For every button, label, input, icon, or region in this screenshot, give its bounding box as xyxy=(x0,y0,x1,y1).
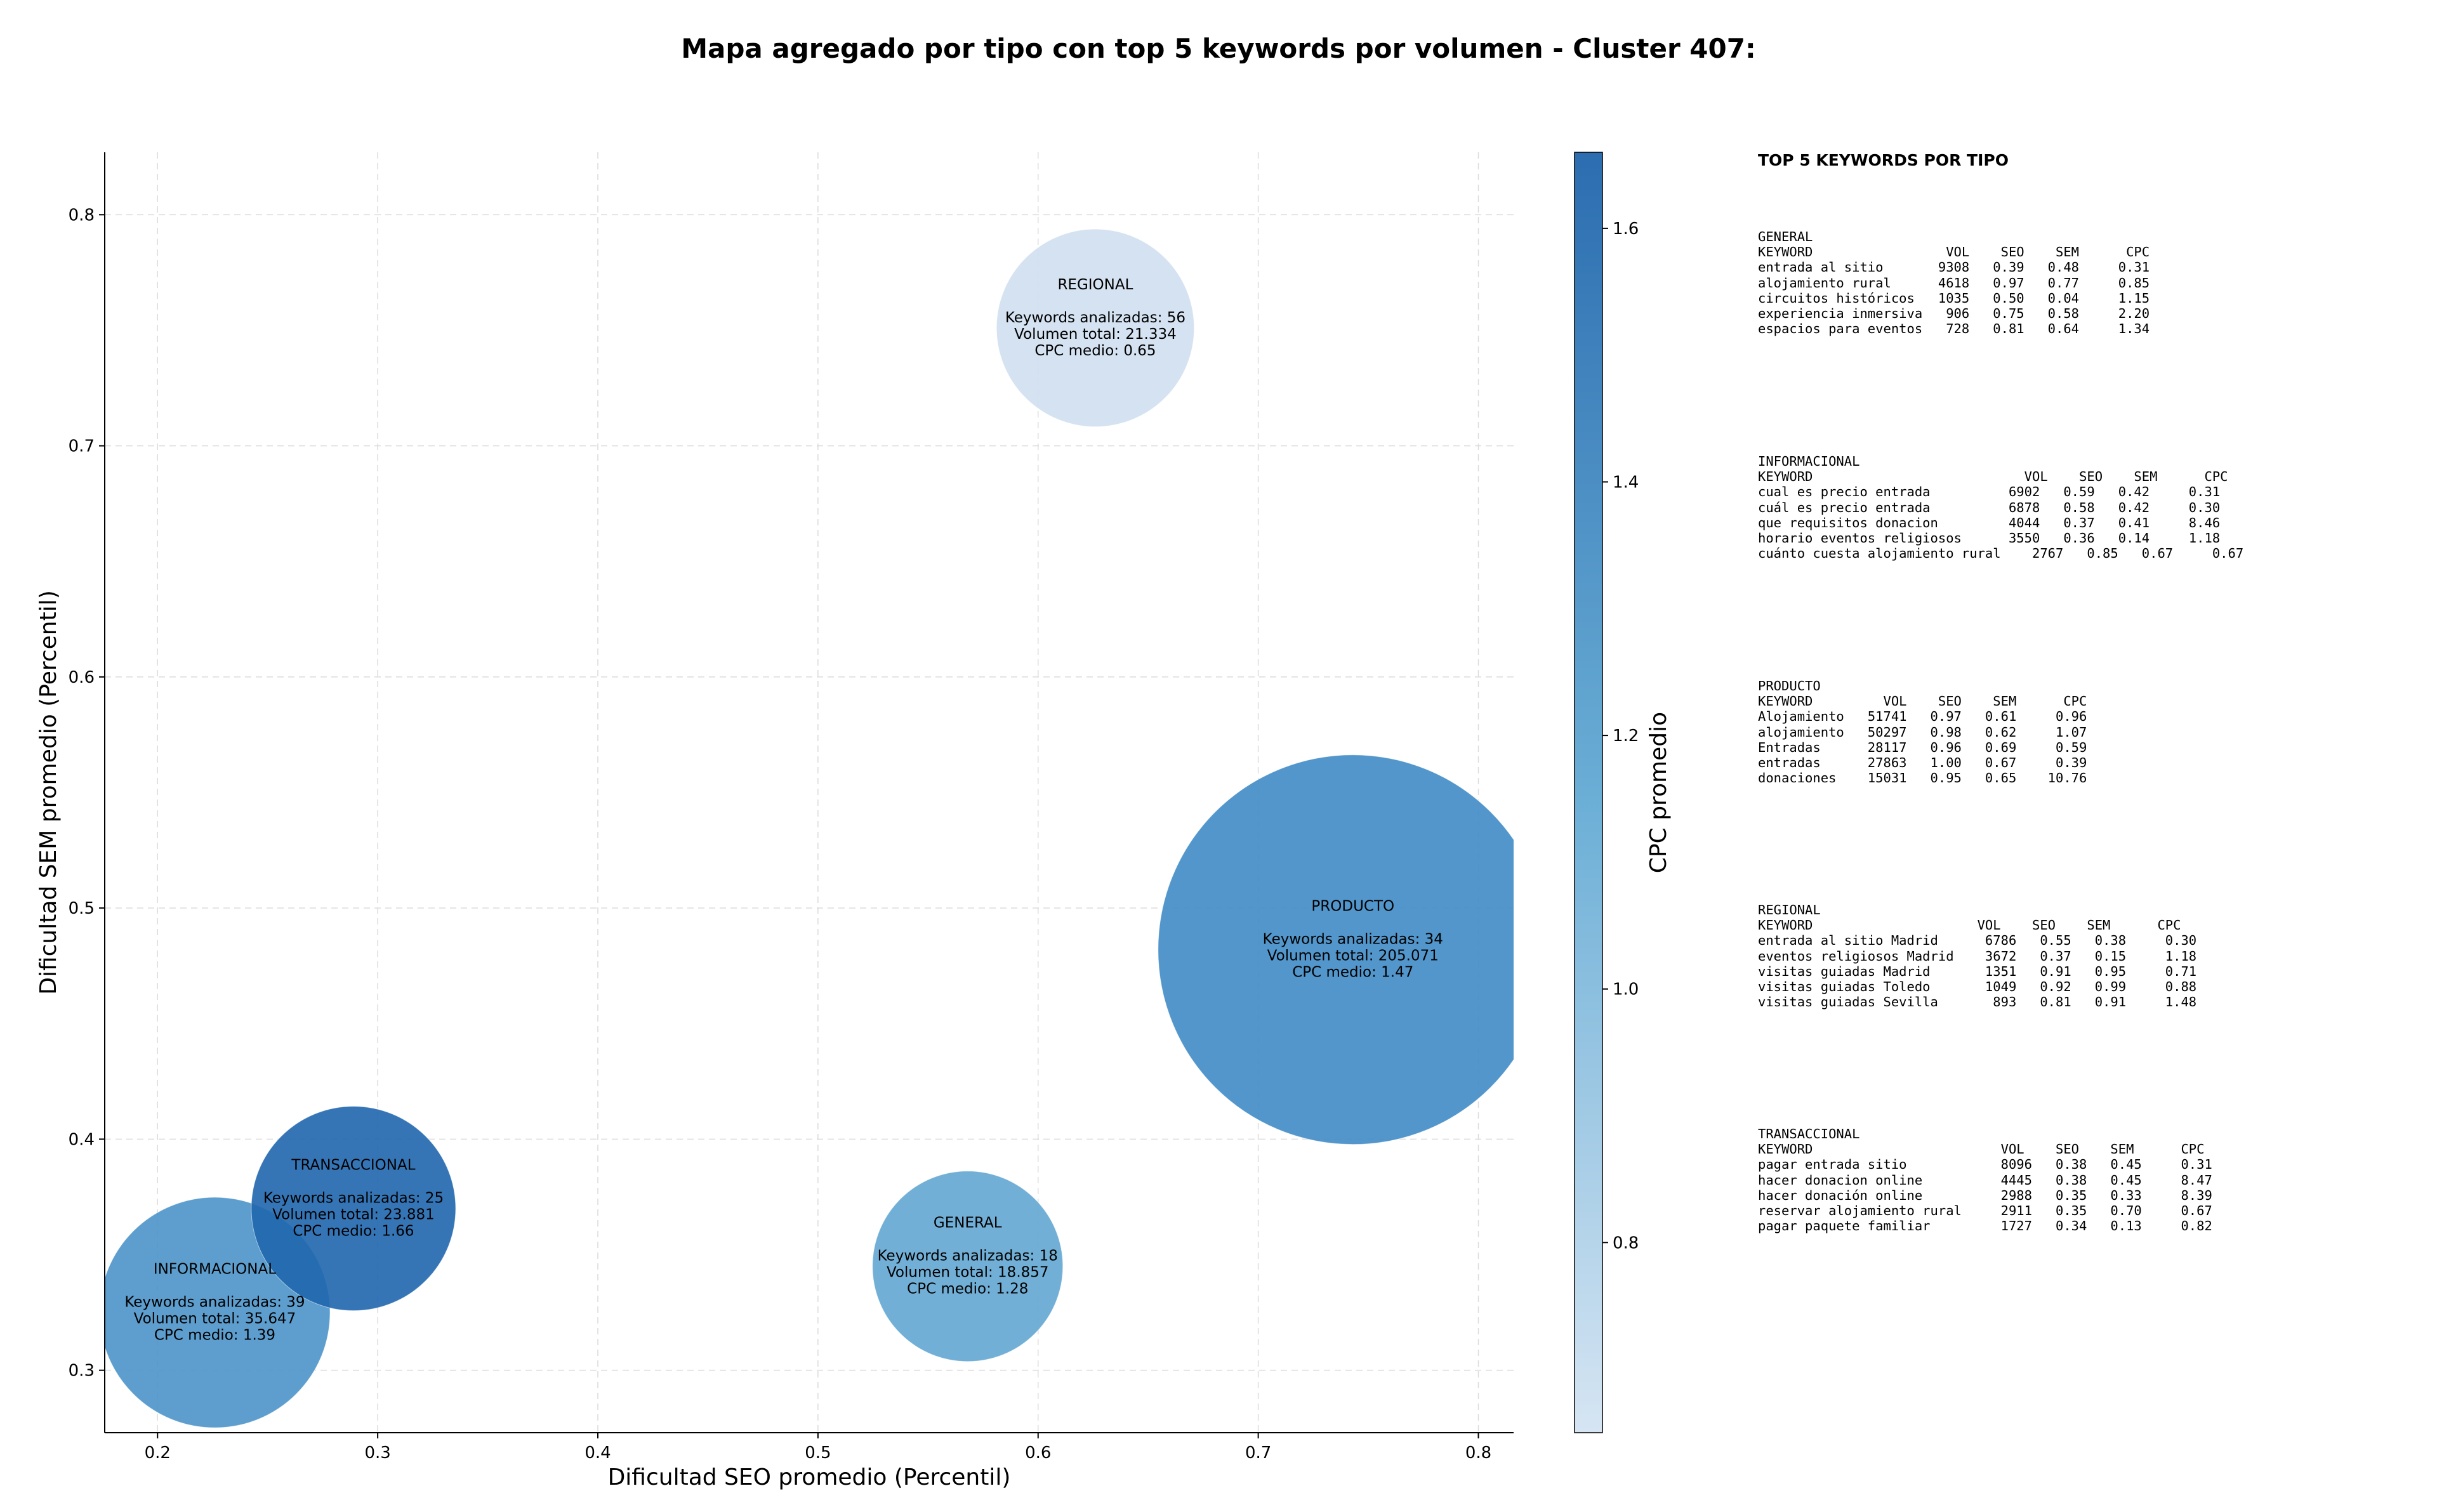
bubble-label-stat: Keywords analizadas: 18 xyxy=(878,1248,1058,1265)
y-axis-label: Dificultad SEM promedio (Percentil) xyxy=(36,590,62,995)
table-row: reservar alojamiento rural 2911 0.35 0.7… xyxy=(1758,1203,2212,1219)
bubble-general xyxy=(872,1171,1064,1362)
bubble-label-stat: Keywords analizadas: 34 xyxy=(1263,931,1443,948)
bubble-label-name: REGIONAL xyxy=(1057,277,1133,293)
table-row: visitas guiadas Toledo 1049 0.92 0.99 0.… xyxy=(1758,979,2197,995)
table-type: INFORMACIONAL xyxy=(1758,454,1860,469)
table-header: KEYWORD VOL SEO SEM CPC xyxy=(1758,244,2150,260)
table-type: REGIONAL xyxy=(1758,902,1821,917)
table-row: hacer donación online 2988 0.35 0.33 8.3… xyxy=(1758,1187,2212,1203)
bubble-label-name: PRODUCTO xyxy=(1311,898,1394,915)
table-type: TRANSACCIONAL xyxy=(1758,1126,1860,1141)
bubble-label-stat: Keywords analizadas: 56 xyxy=(1005,310,1185,326)
bubble-label-stat: CPC medio: 1.66 xyxy=(293,1223,414,1240)
table-row: alojamiento rural 4618 0.97 0.77 0.85 xyxy=(1758,275,2150,291)
table-row: pagar paquete familiar 1727 0.34 0.13 0.… xyxy=(1758,1218,2212,1234)
x-tick-label: 0.7 xyxy=(1245,1443,1271,1463)
y-tick-label: 0.5 xyxy=(69,899,95,918)
table-row: visitas guiadas Sevilla 893 0.81 0.91 1.… xyxy=(1758,994,2197,1010)
keyword-table-informacional: INFORMACIONAL KEYWORD VOL SEO SEM CPC cu… xyxy=(1758,454,2243,561)
table-row: que requisitos donacion 4044 0.37 0.41 8… xyxy=(1758,515,2221,530)
bubble-regional xyxy=(996,228,1195,427)
bubble-label-stat: CPC medio: 1.39 xyxy=(154,1327,275,1344)
table-row: circuitos históricos 1035 0.50 0.04 1.15 xyxy=(1758,290,2150,306)
bubble-label-stat: CPC medio: 0.65 xyxy=(1034,343,1156,359)
grid-lines xyxy=(105,152,1514,1433)
x-tick-label: 0.6 xyxy=(1025,1443,1051,1463)
y-tick-label: 0.8 xyxy=(69,206,95,225)
bubble-transaccional xyxy=(251,1106,456,1311)
bubble-label-stat: Volumen total: 21.334 xyxy=(1014,326,1177,343)
table-row: visitas guiadas Madrid 1351 0.91 0.95 0.… xyxy=(1758,963,2197,979)
table-row: entradas 27863 1.00 0.67 0.39 xyxy=(1758,755,2087,771)
table-row: Entradas 28117 0.96 0.69 0.59 xyxy=(1758,739,2087,755)
bubble-producto xyxy=(1158,754,1514,1145)
keyword-tables-panel: TOP 5 KEYWORDS POR TIPO GENERAL KEYWORD … xyxy=(1758,151,2418,1293)
x-axis-label: Dificultad SEO promedio (Percentil) xyxy=(608,1464,1011,1490)
colorbar-tick-label: 1.2 xyxy=(1613,726,1639,746)
keyword-table-general: GENERAL KEYWORD VOL SEO SEM CPC entrada … xyxy=(1758,229,2150,336)
colorbar-gradient xyxy=(1574,152,1603,1433)
table-row: entrada al sitio 9308 0.39 0.48 0.31 xyxy=(1758,260,2150,275)
colorbar-label: CPC promedio xyxy=(1646,712,1672,873)
table-row: cuánto cuesta alojamiento rural 2767 0.8… xyxy=(1758,546,2244,562)
x-tick-label: 0.2 xyxy=(145,1443,171,1463)
table-type: GENERAL xyxy=(1758,229,1813,244)
bubble-label-stat: Volumen total: 35.647 xyxy=(134,1311,296,1327)
bubble-label-name: GENERAL xyxy=(934,1215,1002,1232)
bubble-label-stat: Keywords analizadas: 25 xyxy=(263,1190,444,1207)
keyword-table-regional: REGIONAL KEYWORD VOL SEO SEM CPC entrada… xyxy=(1758,902,2196,1009)
colorbar-tick-label: 1.6 xyxy=(1613,220,1639,239)
table-header: KEYWORD VOL SEO SEM CPC xyxy=(1758,1141,2205,1157)
table-row: cual es precio entrada 6902 0.59 0.42 0.… xyxy=(1758,484,2221,500)
colorbar-tick-label: 0.8 xyxy=(1613,1233,1639,1252)
table-type: PRODUCTO xyxy=(1758,678,1821,694)
chart-title: Mapa agregado por tipo con top 5 keyword… xyxy=(681,33,1756,64)
table-row: experiencia inmersiva 906 0.75 0.58 2.20 xyxy=(1758,306,2150,322)
y-tick-label: 0.3 xyxy=(69,1362,95,1381)
bubble-label-name: INFORMACIONAL xyxy=(154,1261,276,1278)
table-row: entrada al sitio Madrid 6786 0.55 0.38 0… xyxy=(1758,933,2197,949)
table-header: KEYWORD VOL SEO SEM CPC xyxy=(1758,469,2228,485)
x-tick-label: 0.8 xyxy=(1465,1443,1491,1463)
table-row: eventos religiosos Madrid 3672 0.37 0.15… xyxy=(1758,948,2197,964)
bubble-label-stat: Volumen total: 23.881 xyxy=(272,1207,435,1223)
x-tick-label: 0.5 xyxy=(805,1443,831,1463)
bubble-label-stat: Keywords analizadas: 39 xyxy=(124,1294,305,1311)
colorbar-tick-label: 1.0 xyxy=(1613,980,1639,999)
table-row: espacios para eventos 728 0.81 0.64 1.34 xyxy=(1758,321,2150,337)
x-tick-label: 0.3 xyxy=(364,1443,390,1463)
bubbles xyxy=(105,228,1514,1428)
bubble-label-stat: CPC medio: 1.28 xyxy=(907,1281,1028,1298)
colorbar: 0.8 1.0 1.2 1.4 1.6 CPC promedio xyxy=(1574,152,1672,1433)
bubble-label-name: TRANSACCIONAL xyxy=(291,1157,415,1174)
table-row: horario eventos religiosos 3550 0.36 0.1… xyxy=(1758,530,2221,546)
colorbar-tick-label: 1.4 xyxy=(1613,473,1639,492)
table-row: cuál es precio entrada 6878 0.58 0.42 0.… xyxy=(1758,499,2221,515)
y-tick-label: 0.6 xyxy=(69,668,95,687)
table-header: KEYWORD VOL SEO SEM CPC xyxy=(1758,694,2087,709)
table-row: pagar entrada sitio 8096 0.38 0.45 0.31 xyxy=(1758,1157,2212,1173)
y-tick-label: 0.7 xyxy=(69,437,95,456)
table-row: Alojamiento 51741 0.97 0.61 0.96 xyxy=(1758,709,2087,725)
table-row: hacer donacion online 4445 0.38 0.45 8.4… xyxy=(1758,1172,2212,1188)
table-row: alojamiento 50297 0.98 0.62 1.07 xyxy=(1758,724,2087,740)
panel-heading: TOP 5 KEYWORDS POR TIPO xyxy=(1758,151,2009,169)
table-header: KEYWORD VOL SEO SEM CPC xyxy=(1758,917,2181,933)
bubble-label-stat: Volumen total: 205.071 xyxy=(1267,948,1439,964)
x-tick-label: 0.4 xyxy=(584,1443,611,1463)
y-tick-label: 0.4 xyxy=(69,1130,95,1149)
table-row: donaciones 15031 0.95 0.65 10.76 xyxy=(1758,770,2087,786)
colorbar-ticks: 0.8 1.0 1.2 1.4 1.6 xyxy=(1602,220,1639,1252)
bubble-label-stat: CPC medio: 1.47 xyxy=(1292,964,1413,981)
keyword-table-producto: PRODUCTO KEYWORD VOL SEO SEM CPC Alojami… xyxy=(1758,678,2087,786)
axes: 0.2 0.3 0.4 0.5 0.6 0.7 0.8 0.3 0.4 0.5 0.6 0.7 0.8 xyxy=(69,152,1514,1463)
bubble-label-stat: Volumen total: 18.857 xyxy=(887,1265,1049,1281)
keyword-table-transaccional: TRANSACCIONAL KEYWORD VOL SEO SEM CPC pa… xyxy=(1758,1126,2212,1233)
